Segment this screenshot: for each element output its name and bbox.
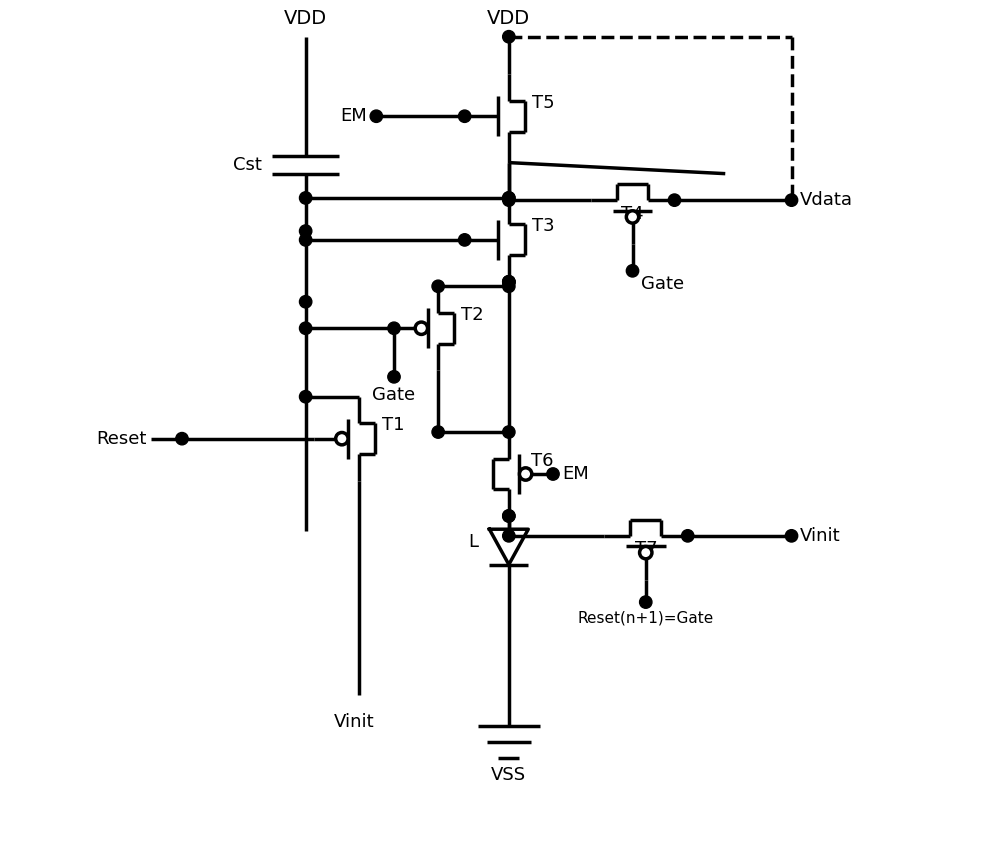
Text: T2: T2	[461, 306, 484, 324]
Circle shape	[299, 234, 312, 246]
Circle shape	[388, 322, 400, 334]
Text: Vdata: Vdata	[800, 191, 853, 209]
Circle shape	[432, 426, 444, 438]
Text: L: L	[468, 534, 478, 552]
Circle shape	[503, 192, 515, 204]
Text: T5: T5	[532, 93, 554, 112]
Circle shape	[503, 509, 515, 522]
Circle shape	[503, 426, 515, 438]
Circle shape	[640, 596, 652, 608]
Circle shape	[432, 280, 444, 292]
Text: Reset: Reset	[96, 429, 147, 448]
Circle shape	[503, 275, 515, 288]
Circle shape	[668, 194, 681, 206]
Text: Vinit: Vinit	[334, 712, 375, 731]
Text: EM: EM	[562, 465, 589, 483]
Text: T1: T1	[382, 416, 404, 434]
Circle shape	[503, 509, 515, 522]
Circle shape	[503, 530, 515, 542]
Circle shape	[370, 110, 383, 122]
Circle shape	[785, 530, 798, 542]
Circle shape	[388, 370, 400, 383]
Circle shape	[640, 546, 652, 559]
Circle shape	[626, 210, 639, 223]
Circle shape	[299, 391, 312, 402]
Text: VDD: VDD	[284, 9, 327, 28]
Circle shape	[299, 296, 312, 308]
Text: VDD: VDD	[487, 9, 530, 28]
Circle shape	[458, 110, 471, 122]
Circle shape	[503, 192, 515, 204]
Text: T3: T3	[532, 217, 554, 236]
Circle shape	[503, 275, 515, 288]
Text: T6: T6	[531, 451, 553, 470]
Circle shape	[336, 433, 348, 445]
Text: Gate: Gate	[641, 275, 684, 293]
Circle shape	[503, 280, 515, 292]
Circle shape	[415, 322, 428, 334]
Text: EM: EM	[341, 107, 367, 125]
Circle shape	[503, 30, 515, 43]
Text: Gate: Gate	[372, 386, 416, 403]
Text: T7: T7	[635, 541, 657, 558]
Circle shape	[503, 275, 515, 288]
Text: T4: T4	[621, 205, 644, 222]
Circle shape	[299, 192, 312, 204]
Circle shape	[503, 194, 515, 206]
Circle shape	[785, 194, 798, 206]
Circle shape	[458, 234, 471, 246]
Circle shape	[547, 468, 559, 480]
Circle shape	[519, 468, 532, 480]
Text: VSS: VSS	[491, 765, 526, 784]
Text: Cst: Cst	[233, 156, 261, 173]
Circle shape	[176, 433, 188, 445]
Text: Reset(n+1)=Gate: Reset(n+1)=Gate	[578, 611, 714, 626]
Text: Vinit: Vinit	[800, 527, 841, 545]
Circle shape	[682, 530, 694, 542]
Circle shape	[626, 264, 639, 277]
Circle shape	[299, 225, 312, 237]
Circle shape	[299, 322, 312, 334]
